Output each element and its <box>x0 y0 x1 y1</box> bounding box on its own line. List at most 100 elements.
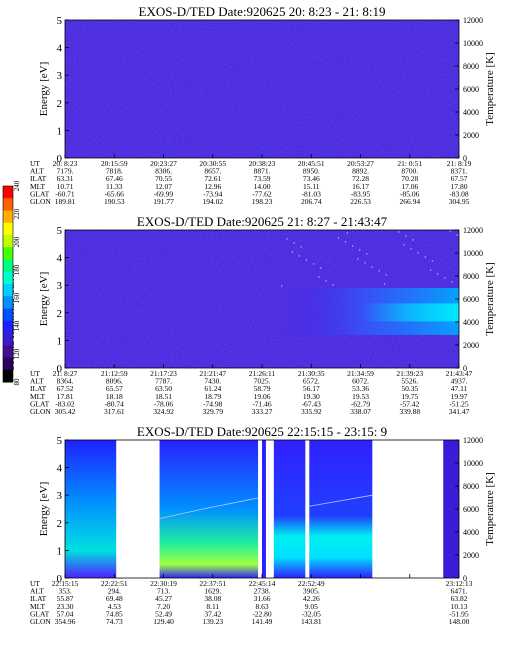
colorbar-swatch <box>3 247 13 260</box>
y2-tick-label: 2000 <box>463 131 479 140</box>
y-tick-label: 1 <box>57 125 63 137</box>
heatmap-noise-point <box>293 242 295 244</box>
y-tick-label: 1 <box>57 335 63 347</box>
colorbar-swatch <box>3 308 13 322</box>
table-cell: -32.05 <box>302 609 322 618</box>
table-cell: 333.27 <box>252 407 273 416</box>
table-cell: 4937. <box>451 377 468 386</box>
table-row-label: GLAT <box>30 399 50 408</box>
chart-title: EXOS-D/TED Date:920625 22:15:15 - 23:15:… <box>137 424 387 439</box>
heatmap-noise-point <box>371 266 373 268</box>
table-cell: 10.71 <box>57 182 74 191</box>
y2-axis-label: Temperature [K] <box>484 262 496 335</box>
table-cell: -73.94 <box>203 189 223 198</box>
table-cell: 50.35 <box>401 384 418 393</box>
table-cell: 63.50 <box>155 384 172 393</box>
table-cell: 189.81 <box>55 197 76 206</box>
table-cell: 6072. <box>352 377 369 386</box>
table-row-label: GLON <box>30 407 51 416</box>
table-cell: 73.59 <box>254 174 271 183</box>
table-cell: 70.28 <box>401 174 418 183</box>
table-cell: 7818. <box>106 167 123 176</box>
heatmap-noise-point <box>339 228 341 230</box>
table-cell: 21:17:23 <box>150 369 177 378</box>
y-tick-label: 4 <box>57 253 63 265</box>
table-cell: 53.36 <box>352 384 369 393</box>
table-cell: 12.96 <box>204 182 221 191</box>
table-cell: -71.46 <box>252 399 272 408</box>
table-cell: 335.92 <box>301 407 322 416</box>
table-row-label: GLAT <box>30 189 50 198</box>
colorbar-swatch <box>3 284 13 297</box>
y2-tick-label: 0 <box>463 364 467 373</box>
colorbar-swatch <box>3 320 13 334</box>
table-cell: -83.08 <box>449 189 469 198</box>
table-cell: 338.07 <box>350 407 371 416</box>
table-cell: 22:37:51 <box>199 579 226 588</box>
chart-panel-1: EXOS-D/TED Date:920625 20: 8:23 - 21: 8:… <box>30 4 496 206</box>
table-cell: 22:52:49 <box>298 579 325 588</box>
table-cell: 266.94 <box>399 197 420 206</box>
table-cell: 57.04 <box>57 609 74 618</box>
table-cell: -74.98 <box>203 399 223 408</box>
heatmap-segment <box>443 440 459 578</box>
table-cell: 8892. <box>352 167 369 176</box>
y2-tick-label: 0 <box>463 574 467 583</box>
table-cell: 8950. <box>303 167 320 176</box>
heatmap-noise-point <box>364 262 366 264</box>
table-cell: 8871. <box>254 167 271 176</box>
table-row-label: UT <box>30 369 40 378</box>
y2-tick-label: 4000 <box>463 108 479 117</box>
heatmap-segment <box>159 440 259 578</box>
table-cell: 353. <box>58 587 71 596</box>
panels-layer: EXOS-D/TED Date:920625 20: 8:23 - 21: 8:… <box>30 4 496 626</box>
heatmap-noise-point <box>405 235 407 237</box>
table-cell: 713. <box>157 587 170 596</box>
table-cell: 21: 8:19 <box>447 159 472 168</box>
table-cell: 7787. <box>155 377 172 386</box>
table-cell: -60.71 <box>55 189 75 198</box>
table-row-label: UT <box>30 159 40 168</box>
table-cell: 8096. <box>106 377 123 386</box>
y-axis-label: Energy [eV] <box>38 62 50 116</box>
table-cell: -83.95 <box>351 189 371 198</box>
table-cell: 45.27 <box>155 594 172 603</box>
y2-tick-label: 10000 <box>463 39 483 48</box>
heatmap-feature-core <box>361 303 459 322</box>
table-cell: 304.95 <box>449 197 470 206</box>
table-cell: 305.42 <box>55 407 76 416</box>
table-cell: 21:30:35 <box>298 369 325 378</box>
table-cell: -67.43 <box>302 399 322 408</box>
table-cell: 61.24 <box>204 384 221 393</box>
heatmap-noise-point <box>366 253 368 255</box>
table-cell: 341.47 <box>449 407 470 416</box>
chart-panel-3: EXOS-D/TED Date:920625 22:15:15 - 23:15:… <box>30 424 496 626</box>
heatmap-noise-point <box>281 285 283 287</box>
table-cell: 67.46 <box>106 174 123 183</box>
chart-panel-2: EXOS-D/TED Date:920625 21: 8:27 - 21:43:… <box>30 214 496 416</box>
table-cell: 6572. <box>303 377 320 386</box>
y2-tick-label: 6000 <box>463 85 479 94</box>
heatmap-noise-point <box>437 273 439 275</box>
table-cell: 72.28 <box>352 174 369 183</box>
table-cell: 20:38:23 <box>249 159 276 168</box>
y2-tick-label: 4000 <box>463 528 479 537</box>
heatmap-noise <box>65 20 459 158</box>
table-cell: 8.11 <box>206 602 219 611</box>
colorbar-swatch <box>3 210 13 224</box>
heatmap-noise-point <box>332 284 334 286</box>
table-cell: 74.73 <box>106 617 123 626</box>
table-cell: 74.85 <box>106 609 123 618</box>
y-tick-label: 2 <box>57 98 63 110</box>
heatmap-noise-point <box>325 280 327 282</box>
table-row-label: ILAT <box>30 594 47 603</box>
table-row-label: ALT <box>30 587 44 596</box>
table-cell: 52.49 <box>155 609 172 618</box>
table-row-label: MLT <box>30 602 46 611</box>
table-cell: 8306. <box>155 167 172 176</box>
table-cell: 65.57 <box>106 384 123 393</box>
table-cell: 226.53 <box>350 197 371 206</box>
y-tick-label: 4 <box>57 43 63 55</box>
temperature-trace <box>159 497 259 520</box>
